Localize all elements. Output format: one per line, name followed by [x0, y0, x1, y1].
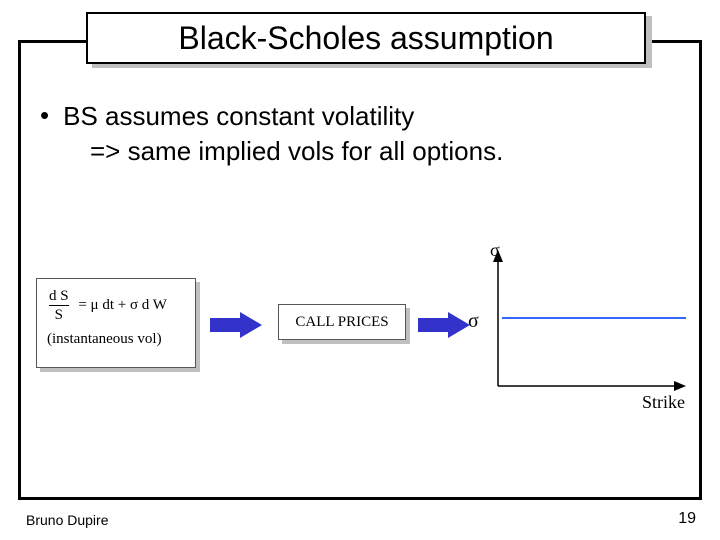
chart-y-axis-label: σ: [468, 310, 479, 333]
title-box: Black-Scholes assumption: [86, 12, 646, 64]
arrow-1-icon: [210, 312, 262, 343]
arrow-2-icon: [418, 312, 470, 343]
call-prices-box: CALL PRICES: [278, 304, 406, 340]
fraction-numerator: d S: [47, 287, 71, 305]
bullet-row: • BS assumes constant volatility: [40, 100, 680, 133]
footer-page-number: 19: [678, 510, 696, 528]
formula-note: (instantaneous vol): [47, 330, 185, 348]
implied-vol-chart: [490, 246, 690, 396]
formula-fraction: d S S: [47, 287, 71, 324]
call-prices-label: CALL PRICES: [295, 314, 388, 331]
footer-author: Bruno Dupire: [26, 512, 109, 528]
formula-box: d S S = μ dt + σ d W (instantaneous vol): [36, 278, 196, 368]
formula-rhs: = μ dt + σ d W: [78, 297, 167, 313]
fraction-denominator: S: [49, 305, 69, 324]
slide-title: Black-Scholes assumption: [178, 20, 553, 57]
bullet-line-1: BS assumes constant volatility: [63, 100, 414, 133]
bullet-line-2: => same implied vols for all options.: [90, 135, 680, 168]
bullet-area: • BS assumes constant volatility => same…: [40, 100, 680, 167]
bullet-marker: •: [40, 100, 49, 131]
chart-x-axis-label: Strike: [642, 392, 685, 413]
formula-equation: d S S = μ dt + σ d W: [47, 287, 185, 324]
